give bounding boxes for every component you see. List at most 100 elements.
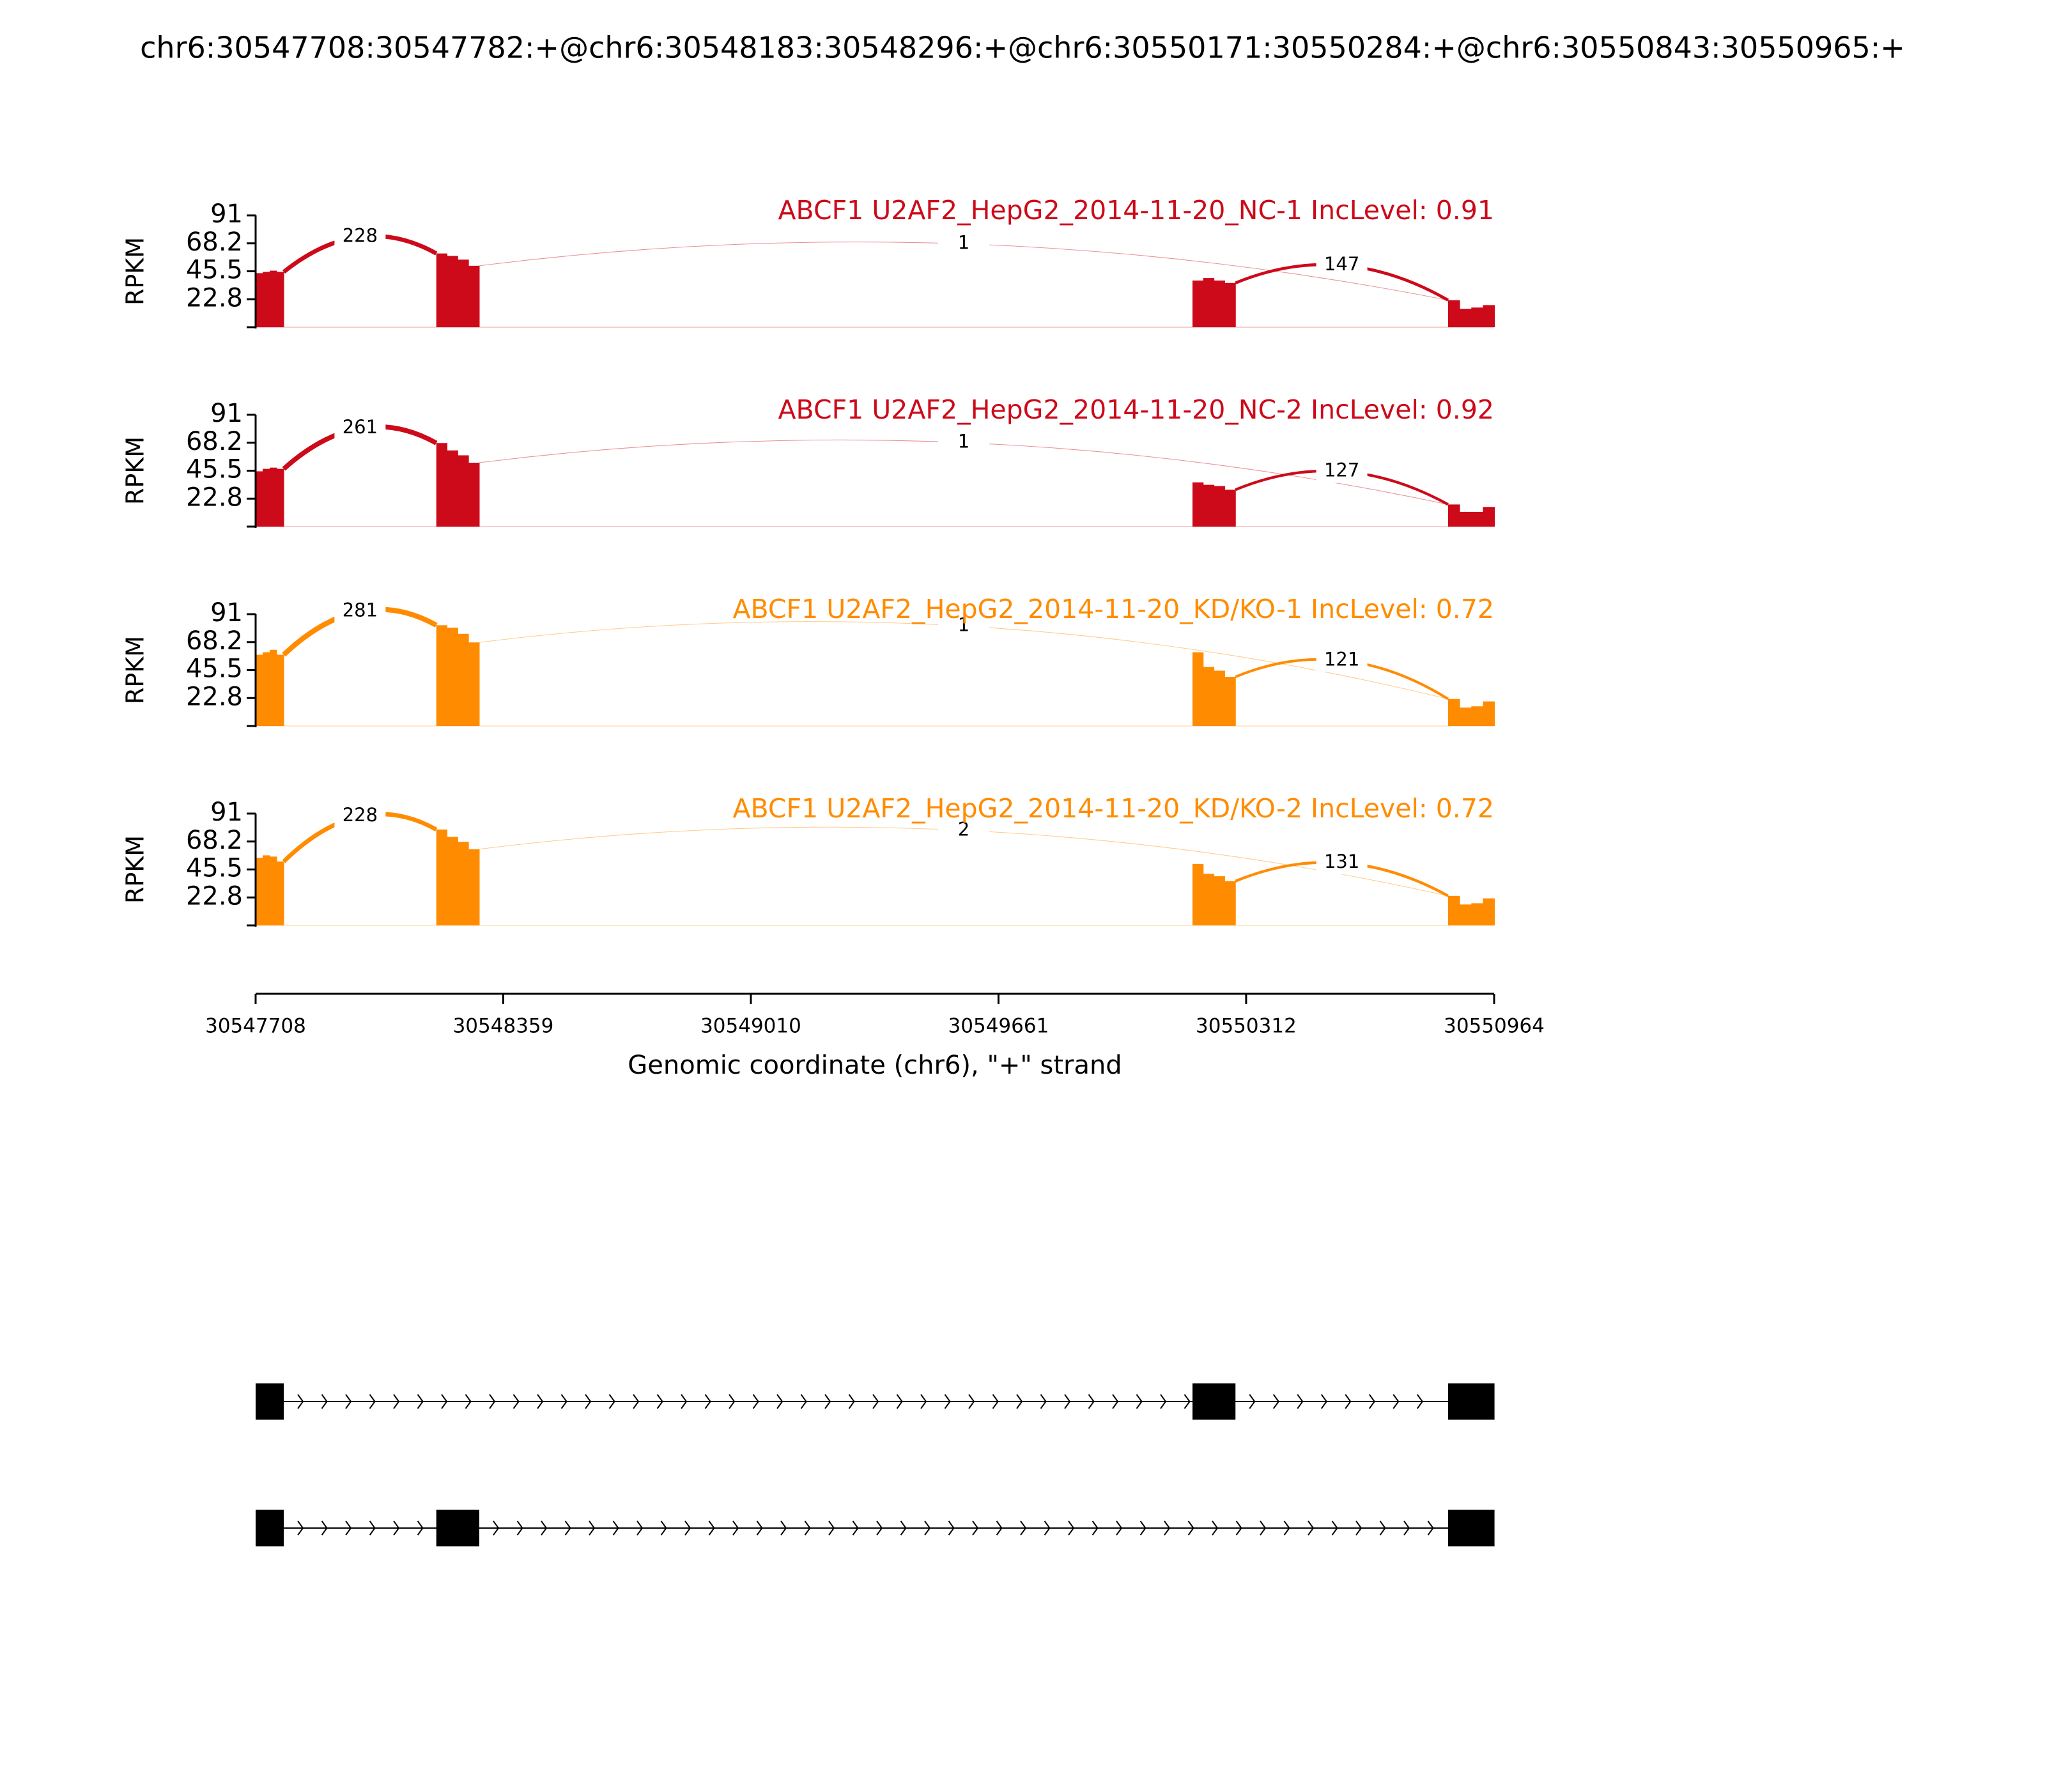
y-tick-label: 91 — [210, 399, 243, 428]
coverage-bar — [270, 856, 277, 925]
coverage-bar — [277, 468, 284, 527]
strand-arrow — [776, 1394, 783, 1409]
junction-label-bg — [938, 819, 989, 842]
y-axis-label: RPKM — [121, 436, 150, 505]
coverage-bar — [263, 272, 270, 327]
strand-arrow — [992, 1394, 999, 1409]
coverage-bar — [270, 467, 277, 527]
coverage-bar — [1447, 300, 1460, 327]
strand-arrow — [1272, 1394, 1279, 1409]
exon-box — [1447, 1510, 1495, 1547]
coverage-bar — [1214, 670, 1225, 726]
panel-title: ABCF1 U2AF2_HepG2_2014-11-20_KD/KO-1 Inc… — [732, 594, 1494, 624]
y-tick-label: 22.8 — [186, 682, 243, 711]
strand-arrow — [780, 1520, 787, 1536]
coverage-bar — [263, 468, 270, 527]
strand-arrow — [1416, 1394, 1423, 1409]
strand-arrow — [1379, 1520, 1386, 1536]
strand-arrow — [848, 1394, 855, 1409]
coverage-bar — [1224, 677, 1236, 726]
coverage-bar — [1471, 903, 1483, 925]
strand-arrow — [752, 1394, 759, 1409]
strand-arrow — [321, 1394, 328, 1409]
coverage-bar — [458, 633, 469, 726]
y-tick-label: 68.2 — [186, 228, 243, 257]
y-tick-label: 22.8 — [186, 881, 243, 911]
strand-arrow — [996, 1520, 1003, 1536]
coverage-bar — [1214, 876, 1225, 925]
strand-arrow — [1308, 1520, 1315, 1536]
strand-arrow — [1139, 1520, 1146, 1536]
strand-arrow — [1092, 1520, 1099, 1536]
exon-box — [436, 1510, 479, 1547]
junction-label-bg — [1316, 460, 1368, 483]
coverage-bar — [277, 861, 284, 925]
coverage-bar — [1203, 667, 1215, 726]
strand-arrow — [924, 1520, 931, 1536]
strand-arrow — [1044, 1520, 1051, 1536]
strand-arrow — [1088, 1394, 1095, 1409]
coverage-bar — [1471, 307, 1483, 327]
x-tick-label: 30547708 — [205, 1015, 306, 1038]
x-axis-label: Genomic coordinate (chr6), "+" strand — [628, 1051, 1122, 1080]
coverage-bar — [263, 652, 270, 726]
coverage-bar — [447, 628, 458, 726]
coverage-bar — [447, 450, 458, 527]
coverage-bar — [1483, 701, 1495, 726]
coverage-bar — [468, 265, 480, 327]
junction-label-bg — [1316, 254, 1368, 277]
y-axis-label: RPKM — [121, 636, 150, 704]
x-tick-label: 30549010 — [700, 1015, 801, 1038]
coverage-bar — [436, 443, 448, 527]
junction-label-bg — [938, 614, 989, 638]
strand-arrow — [1184, 1394, 1191, 1409]
junction-label: 1 — [958, 431, 969, 452]
strand-arrow — [417, 1394, 424, 1409]
strand-arrow — [1112, 1394, 1119, 1409]
strand-arrow — [1249, 1394, 1256, 1409]
coverage-bar — [270, 649, 277, 726]
exon-box — [1192, 1383, 1236, 1420]
coverage-bar — [1447, 504, 1460, 527]
y-tick-label: 68.2 — [186, 427, 243, 456]
coverage-bar — [1471, 511, 1483, 527]
x-tick-label: 30548359 — [453, 1015, 554, 1038]
strand-arrow — [608, 1394, 615, 1409]
coverage-bar — [1447, 699, 1460, 726]
junction-label: 1 — [958, 614, 969, 636]
strand-arrow — [1068, 1520, 1075, 1536]
exon-box — [256, 1510, 284, 1547]
strand-arrow — [732, 1520, 739, 1536]
coverage-bar — [1192, 482, 1204, 527]
strand-arrow — [493, 1520, 500, 1536]
coverage-bar — [436, 830, 448, 925]
coverage-bar — [1214, 280, 1225, 327]
coverage-bar — [270, 270, 277, 327]
strand-arrow — [513, 1394, 520, 1409]
y-tick-label: 68.2 — [186, 826, 243, 855]
x-tick-label: 30550312 — [1196, 1015, 1297, 1038]
coverage-bar — [468, 849, 480, 925]
coverage-bar — [1192, 863, 1204, 925]
coverage-bar — [256, 273, 263, 327]
strand-arrow — [1427, 1520, 1434, 1536]
strand-arrow — [1368, 1394, 1375, 1409]
strand-arrow — [900, 1520, 907, 1536]
junction-label-bg — [938, 431, 989, 454]
strand-arrow — [393, 1394, 400, 1409]
strand-arrow — [297, 1520, 304, 1536]
junction-label: 281 — [343, 599, 378, 621]
strand-arrow — [972, 1520, 979, 1536]
strand-arrow — [708, 1520, 715, 1536]
coverage-bar — [256, 858, 263, 925]
coverage-bar — [1203, 484, 1215, 527]
coverage-bar — [256, 471, 263, 527]
y-tick-label: 22.8 — [186, 283, 243, 313]
coverage-bar — [1483, 305, 1495, 327]
strand-arrow — [1331, 1520, 1338, 1536]
strand-arrow — [1187, 1520, 1194, 1536]
strand-arrow — [589, 1520, 596, 1536]
junction-label: 228 — [343, 804, 378, 826]
